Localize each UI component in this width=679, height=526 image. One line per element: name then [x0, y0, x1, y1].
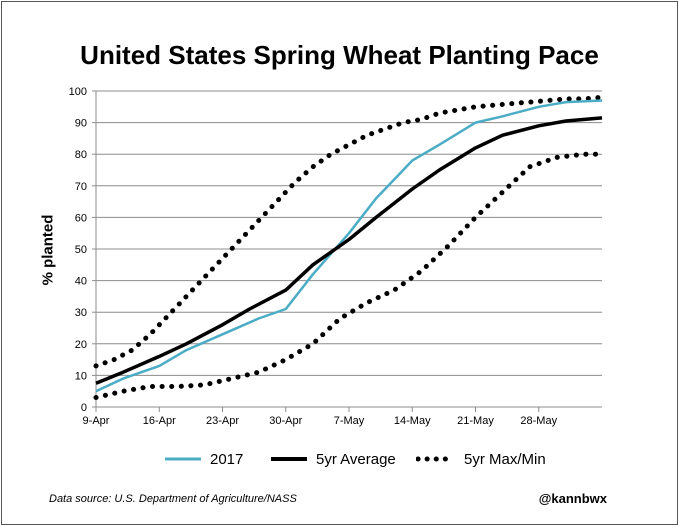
legend-label-2017: 2017 [210, 450, 244, 468]
x-tick-label-21-May: 21-May [457, 415, 494, 427]
legend-label-5yr-max-min: 5yr Max/Min [464, 450, 546, 468]
data-source-note: Data source: U.S. Department of Agricult… [49, 493, 297, 505]
series-2017 [95, 99, 603, 393]
legend-swatch-5yr-average [271, 457, 307, 461]
x-tick-label-30-Apr: 30-Apr [269, 415, 302, 427]
y-tick-label-90: 90 [75, 118, 87, 130]
y-tick-label-80: 80 [75, 149, 87, 161]
series-line-2017 [95, 99, 603, 393]
chart-title: United States Spring Wheat Planting Pace [80, 40, 599, 70]
y-tick-label-70: 70 [75, 181, 87, 193]
author-handle: @kannbwx [538, 491, 607, 506]
legend-item-2017: 2017 [164, 448, 243, 470]
series-5yr-average [95, 116, 603, 385]
x-tick-label-14-May: 14-May [394, 415, 431, 427]
series-5yr-min [93, 151, 605, 400]
y-tick-label-60: 60 [75, 212, 87, 224]
legend-swatch-2017 [165, 457, 201, 461]
y-tick-label-30: 30 [75, 307, 87, 319]
y-tick-label-40: 40 [75, 276, 87, 288]
legend-item-5yr-max-min: 5yr Max/Min [416, 448, 546, 470]
series-5yr-max [93, 94, 605, 369]
legend-label-5yr-average: 5yr Average [316, 450, 396, 468]
series-line-5yr-min [93, 151, 605, 400]
x-tick-label-16-Apr: 16-Apr [143, 415, 176, 427]
y-tick-label-20: 20 [75, 339, 87, 351]
x-tick-label-23-Apr: 23-Apr [206, 415, 239, 427]
y-tick-label-50: 50 [75, 244, 87, 256]
legend: 2017 5yr Average 5yr Max/Min [2, 448, 677, 470]
series-line-5yr-average [95, 116, 603, 385]
legend-swatch-5yr-max-min [416, 456, 456, 462]
y-tick-label-100: 100 [69, 86, 87, 98]
x-tick-label-9-Apr: 9-Apr [83, 415, 110, 427]
x-tick-label-28-May: 28-May [520, 415, 557, 427]
x-tick-label-7-May: 7-May [334, 415, 365, 427]
y-tick-label-0: 0 [81, 402, 87, 414]
legend-item-5yr-average: 5yr Average [270, 448, 396, 470]
y-tick-label-10: 10 [75, 370, 87, 382]
series-line-5yr-max [93, 94, 605, 369]
